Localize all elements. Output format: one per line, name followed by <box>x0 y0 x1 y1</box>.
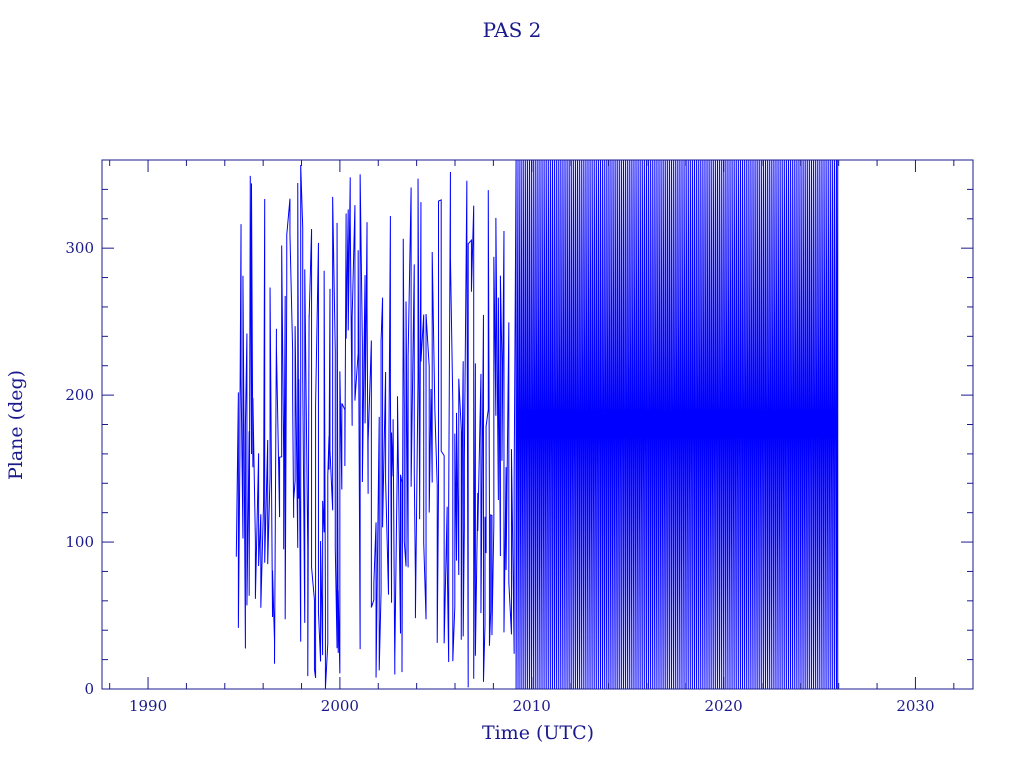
x-tick-label: 1990 <box>129 697 167 715</box>
y-axis-title: Plane (deg) <box>5 370 27 480</box>
y-tick-label: 100 <box>65 533 94 551</box>
chart-title: PAS 2 <box>483 18 542 42</box>
y-tick-label: 0 <box>84 680 94 698</box>
x-tick-label: 2020 <box>705 697 743 715</box>
y-tick-label: 300 <box>65 239 94 257</box>
x-tick-label: 2030 <box>896 697 934 715</box>
x-tick-label: 2000 <box>321 697 359 715</box>
x-axis-title: Time (UTC) <box>482 722 594 744</box>
x-tick-label: 2010 <box>513 697 551 715</box>
data-layer <box>235 159 839 690</box>
axes-layer: 1990 2000 2010 2020 2030 0 100 200 300 <box>65 159 974 715</box>
series-line-plane <box>235 159 839 690</box>
y-tick-label: 200 <box>65 386 94 404</box>
